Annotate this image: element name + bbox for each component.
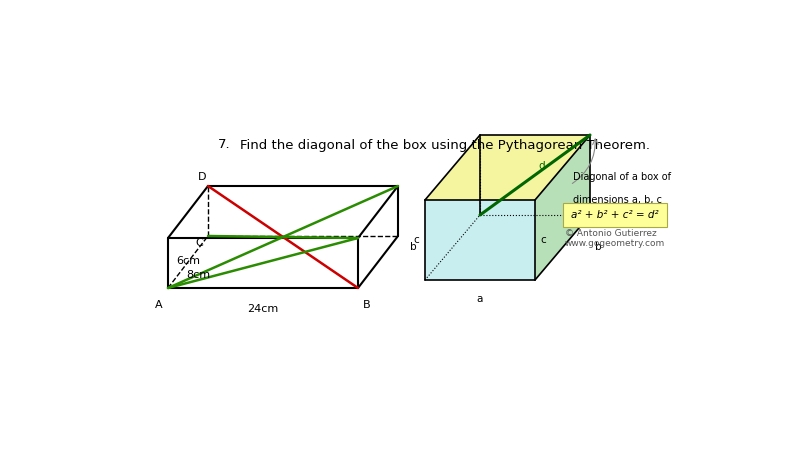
Text: Diagonal of a box of: Diagonal of a box of xyxy=(573,172,671,182)
Text: c: c xyxy=(540,235,546,245)
Text: B: B xyxy=(363,300,370,310)
Text: c: c xyxy=(414,235,419,245)
Text: 7.: 7. xyxy=(218,138,230,152)
Polygon shape xyxy=(425,200,535,280)
Text: b: b xyxy=(410,243,417,253)
Text: www.gogeometry.com: www.gogeometry.com xyxy=(565,239,666,248)
FancyBboxPatch shape xyxy=(563,203,667,227)
Text: © Antonio Gutierrez: © Antonio Gutierrez xyxy=(565,229,657,238)
Polygon shape xyxy=(535,135,590,280)
Text: dimensions a, b, c: dimensions a, b, c xyxy=(573,195,662,205)
Text: D: D xyxy=(198,172,206,182)
Text: b: b xyxy=(595,243,602,253)
Text: C: C xyxy=(195,238,203,248)
Text: a² + b² + c² = d²: a² + b² + c² = d² xyxy=(571,210,659,220)
Text: A: A xyxy=(155,300,163,310)
Polygon shape xyxy=(425,135,590,200)
Text: Find the diagonal of the box using the Pythagorean Theorem.: Find the diagonal of the box using the P… xyxy=(240,138,650,152)
Text: d: d xyxy=(538,161,545,171)
Text: 6cm: 6cm xyxy=(176,256,200,266)
Text: 8cm: 8cm xyxy=(186,270,210,280)
Text: 24cm: 24cm xyxy=(247,304,278,314)
Polygon shape xyxy=(168,238,358,288)
Text: a: a xyxy=(477,294,483,304)
